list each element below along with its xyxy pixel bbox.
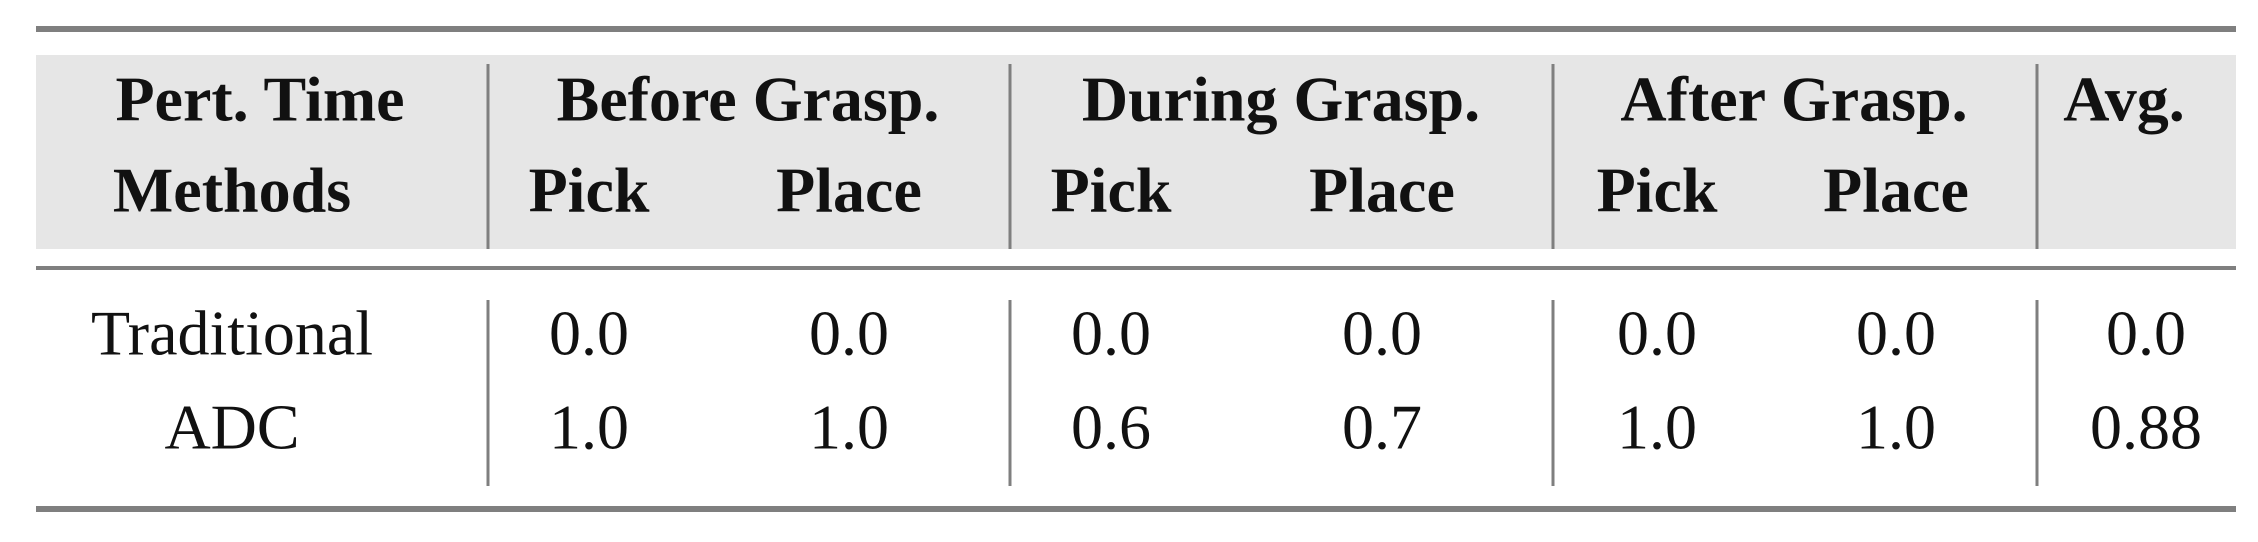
cell: 1.0 xyxy=(1617,392,1697,463)
cell: 0.7 xyxy=(1342,392,1422,463)
header-cell: During Grasp. xyxy=(1082,64,1480,135)
cell: 1.0 xyxy=(549,392,629,463)
cell: 0.0 xyxy=(2106,298,2186,369)
header-cell: Pick xyxy=(529,155,650,226)
cell: Traditional xyxy=(91,298,373,369)
top-rule xyxy=(36,26,2236,32)
header-cell: Pick xyxy=(1051,155,1172,226)
cell: 0.0 xyxy=(1856,298,1936,369)
cell: 1.0 xyxy=(1856,392,1936,463)
mid-rule xyxy=(36,266,2236,270)
cell: 0.88 xyxy=(2090,392,2202,463)
header-cell: After Grasp. xyxy=(1620,64,1967,135)
header-cell: Place xyxy=(1309,155,1455,226)
cell: 0.0 xyxy=(549,298,629,369)
header-cell: Place xyxy=(776,155,922,226)
cell: 0.0 xyxy=(1342,298,1422,369)
cell: 0.6 xyxy=(1071,392,1151,463)
header-cell: Avg. xyxy=(2063,64,2184,135)
cell: ADC xyxy=(164,392,299,463)
cell: 1.0 xyxy=(809,392,889,463)
header-background xyxy=(36,55,2236,249)
header-cell: Before Grasp. xyxy=(557,64,940,135)
header-cell: Pert. Time xyxy=(115,64,404,135)
cell: 0.0 xyxy=(1071,298,1151,369)
cell: 0.0 xyxy=(1617,298,1697,369)
column-dividers xyxy=(486,64,2039,486)
header-cell: Methods xyxy=(113,155,351,226)
header-cell: Place xyxy=(1823,155,1969,226)
bottom-rule xyxy=(36,506,2236,512)
cell: 0.0 xyxy=(809,298,889,369)
header-cell: Pick xyxy=(1597,155,1718,226)
